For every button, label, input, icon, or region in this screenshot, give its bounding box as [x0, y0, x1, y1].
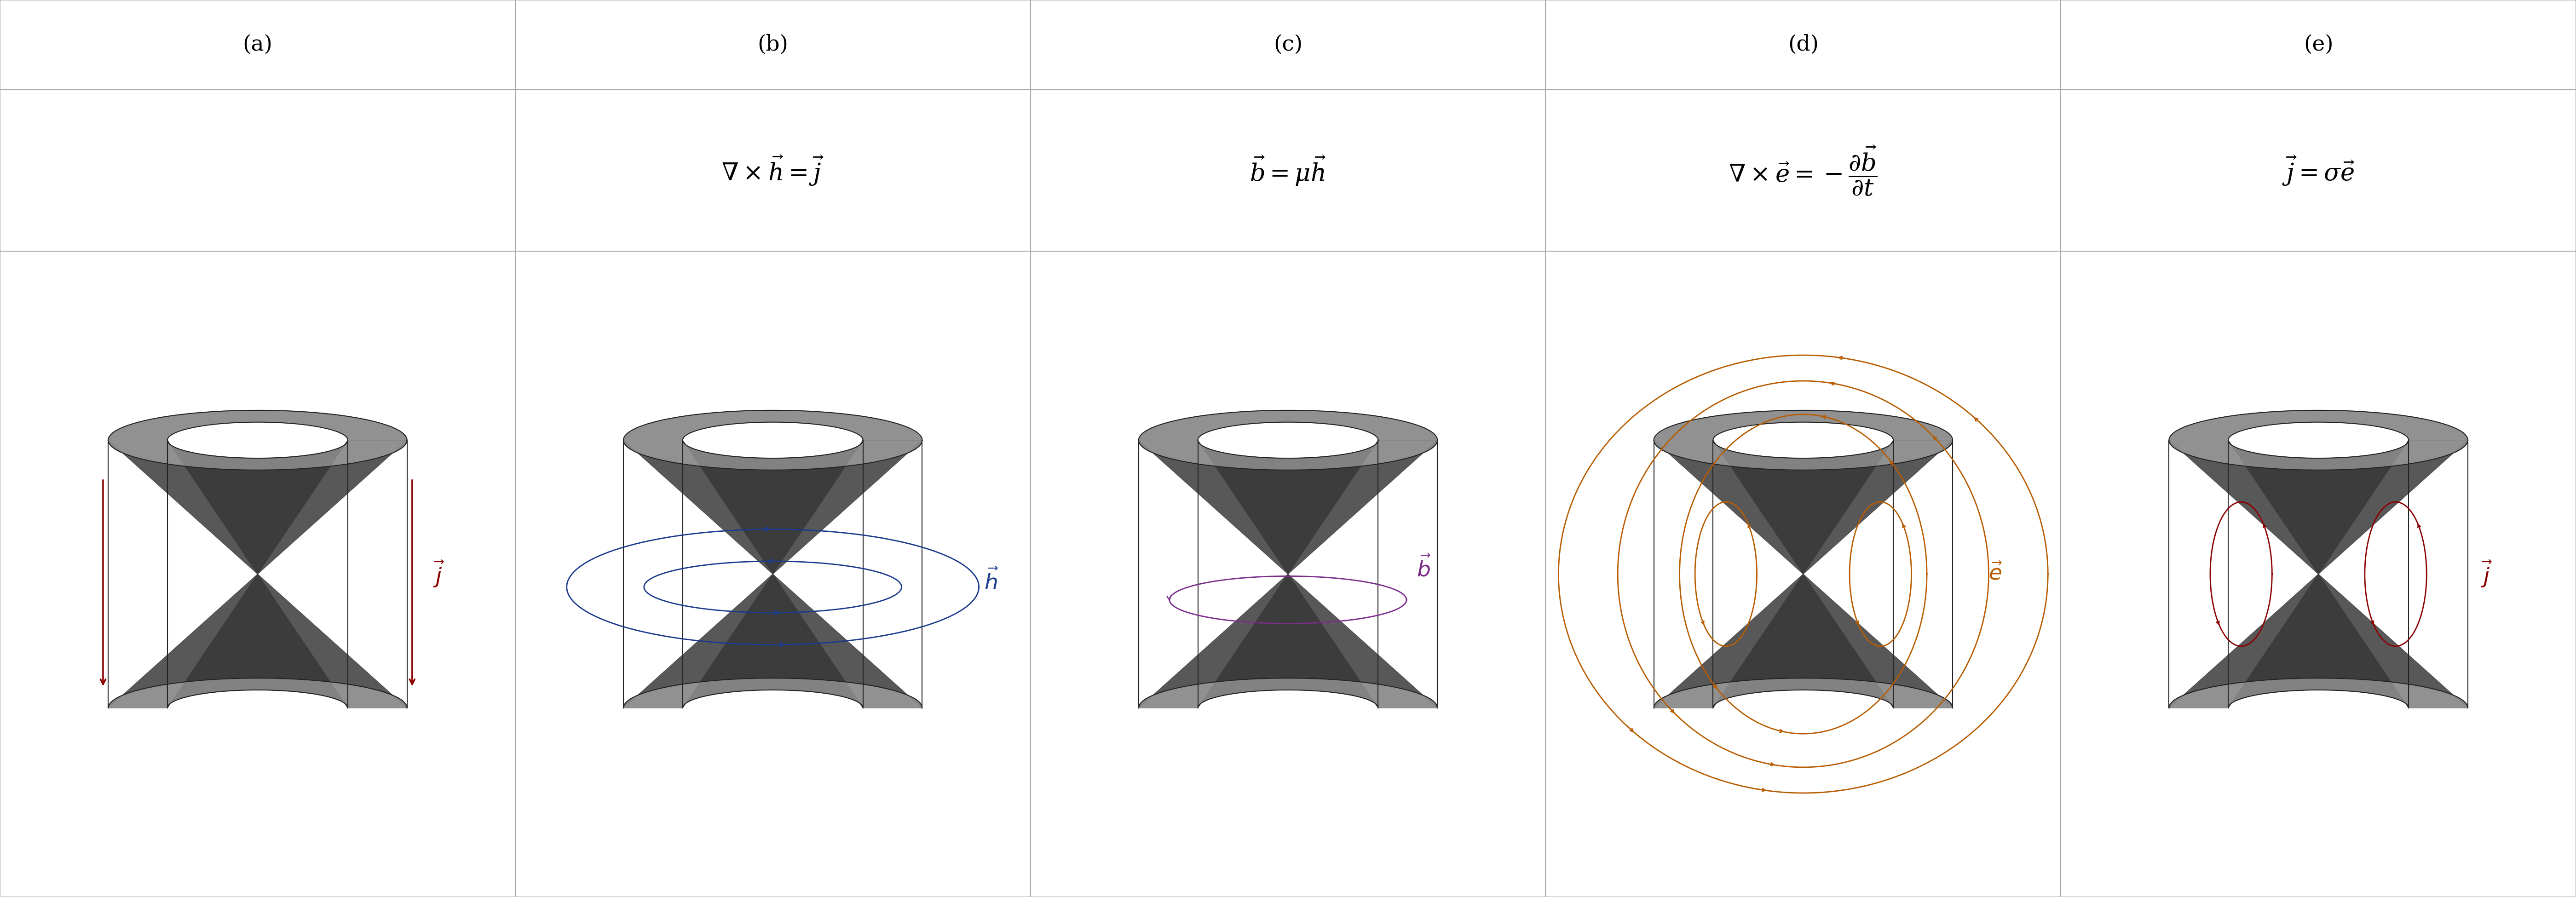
- Polygon shape: [1198, 440, 1378, 708]
- Polygon shape: [2228, 440, 2409, 708]
- Text: (a): (a): [242, 34, 273, 56]
- Text: (e): (e): [2303, 34, 2334, 56]
- Polygon shape: [2169, 678, 2468, 708]
- Polygon shape: [1654, 410, 1953, 470]
- Text: $\vec{b}$: $\vec{b}$: [1417, 556, 1432, 581]
- Polygon shape: [1654, 678, 1953, 708]
- Text: $\vec{j} = \sigma\vec{e}$: $\vec{j} = \sigma\vec{e}$: [2282, 153, 2354, 187]
- Polygon shape: [108, 410, 407, 470]
- Polygon shape: [1654, 440, 1953, 708]
- Polygon shape: [1139, 440, 1437, 708]
- Text: (c): (c): [1273, 34, 1303, 56]
- Text: $\vec{b} = \mu\vec{h}$: $\vec{b} = \mu\vec{h}$: [1249, 153, 1327, 187]
- Polygon shape: [108, 678, 407, 708]
- Polygon shape: [108, 440, 407, 708]
- Polygon shape: [2169, 440, 2468, 708]
- Polygon shape: [1139, 410, 1437, 470]
- Text: $\nabla \times \vec{e} = -\dfrac{\partial\vec{b}}{\partial t}$: $\nabla \times \vec{e} = -\dfrac{\partia…: [1728, 144, 1878, 197]
- Text: $\vec{e}$: $\vec{e}$: [1989, 563, 2002, 585]
- Polygon shape: [167, 440, 348, 708]
- Polygon shape: [623, 410, 922, 470]
- Polygon shape: [623, 440, 922, 708]
- Polygon shape: [1713, 440, 1893, 708]
- Text: (b): (b): [757, 34, 788, 56]
- Polygon shape: [1139, 678, 1437, 708]
- Polygon shape: [623, 678, 922, 708]
- Polygon shape: [683, 440, 863, 708]
- Text: $\vec{h}$: $\vec{h}$: [984, 570, 999, 595]
- Text: $\nabla \times \vec{h} = \vec{j}$: $\nabla \times \vec{h} = \vec{j}$: [721, 153, 824, 187]
- Polygon shape: [2169, 410, 2468, 470]
- Text: (d): (d): [1788, 34, 1819, 56]
- Text: $\vec{j}$: $\vec{j}$: [2481, 560, 2494, 588]
- Text: $\vec{j}$: $\vec{j}$: [433, 560, 446, 588]
